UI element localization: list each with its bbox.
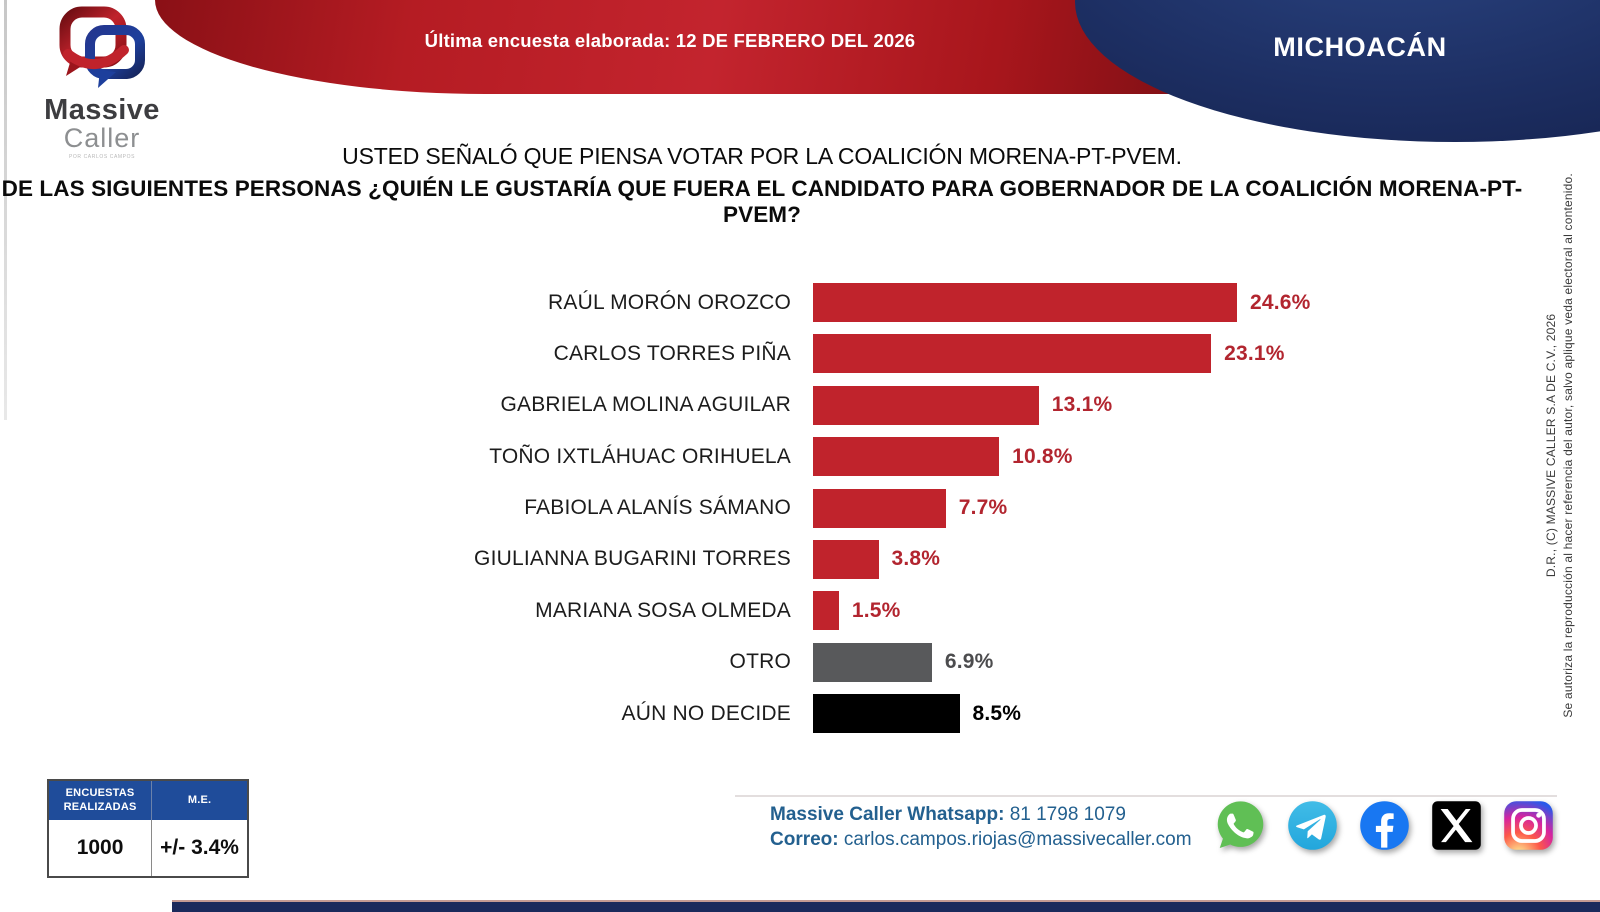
table-value-encuestas: 1000	[48, 820, 153, 877]
bar-row: GABRIELA MOLINA AGUILAR 13.1%	[0, 385, 1520, 425]
bar-value-label: 6.9%	[944, 650, 994, 674]
candidate-label: AÚN NO DECIDE	[621, 701, 791, 725]
bar	[813, 591, 839, 631]
candidate-label: RAÚL MORÓN OROZCO	[548, 290, 791, 314]
email-address[interactable]: carlos.campos.riojas@massivecaller.com	[838, 828, 1192, 850]
bar-row: TOÑO IXTLÁHUAC ORIHUELA 10.8%	[0, 437, 1520, 477]
bar-row: GIULIANNA BUGARINI TORRES 3.8%	[0, 539, 1520, 579]
copyright-text: D.R., (C) MASSIVE CALLER S.A DE C.V., 20…	[1543, 173, 1578, 718]
bar-row: AÚN NO DECIDE 8.5%	[0, 694, 1520, 734]
bar	[813, 385, 1039, 425]
candidate-label: GIULIANNA BUGARINI TORRES	[474, 547, 791, 571]
table-header-me: M.E.	[151, 780, 248, 820]
bar-row: OTRO 6.9%	[0, 642, 1520, 682]
bar	[813, 488, 946, 528]
candidate-label: GABRIELA MOLINA AGUILAR	[500, 393, 791, 417]
copyright-line2: Se autoriza la reproducción al hacer ref…	[1561, 172, 1575, 718]
bar	[813, 334, 1212, 374]
candidate-label: FABIOLA ALANÍS SÁMANO	[524, 496, 791, 520]
survey-date-text: Última encuesta elaborada: 12 DE FEBRERO…	[424, 30, 916, 51]
candidate-label: CARLOS TORRES PIÑA	[553, 341, 791, 365]
sample-stats-table: ENCUESTAS REALIZADAS M.E. 1000 +/- 3.4%	[47, 779, 249, 878]
bar	[813, 539, 879, 579]
facebook-icon[interactable]	[1358, 799, 1411, 852]
instagram-icon[interactable]	[1502, 799, 1555, 852]
whatsapp-label: Massive Caller Whatsapp:	[770, 804, 1005, 825]
bar-value-label: 8.5%	[972, 701, 1022, 725]
state-title: MICHOACÁN	[1273, 32, 1447, 62]
bar	[813, 642, 932, 682]
candidate-label: OTRO	[729, 650, 791, 674]
bar	[813, 437, 1000, 477]
question-line2: DE LAS SIGUIENTES PERSONAS ¿QUIÉN LE GUS…	[1, 176, 1523, 227]
email-label: Correo:	[770, 828, 839, 850]
bar-chart: RAÚL MORÓN OROZCO 24.6% CARLOS TORRES PI…	[0, 283, 1520, 746]
bar-value-label: 24.6%	[1250, 290, 1311, 314]
bar-value-label: 23.1%	[1224, 341, 1285, 365]
bar-value-label: 7.7%	[958, 496, 1008, 520]
table-header-encuestas-text: ENCUESTAS REALIZADAS	[63, 786, 137, 813]
left-edge-artifact	[4, 0, 7, 420]
bar-row: MARIANA SOSA OLMEDA 1.5%	[0, 591, 1520, 631]
massive-caller-logo: Massive Caller POR CARLOS CAMPOS	[36, 6, 168, 160]
table-value-me: +/- 3.4%	[160, 836, 239, 859]
footer-divider-line	[735, 795, 1557, 797]
bar-value-label: 1.5%	[851, 598, 901, 622]
logo-wordmark-caller: Caller	[63, 123, 141, 153]
bar-row: RAÚL MORÓN OROZCO 24.6%	[0, 283, 1520, 322]
social-icons-row	[1214, 799, 1555, 852]
whatsapp-icon[interactable]	[1214, 799, 1267, 852]
candidate-label: TOÑO IXTLÁHUAC ORIHUELA	[489, 444, 791, 468]
whatsapp-line: Massive Caller Whatsapp: 81 1798 1079	[770, 803, 1192, 828]
email-line: Correo: carlos.campos.riojas@massivecall…	[770, 828, 1192, 853]
question-line1: USTED SEÑALÓ QUE PIENSA VOTAR POR LA COA…	[342, 143, 1182, 169]
bottom-navy-bar	[172, 900, 1600, 912]
telegram-icon[interactable]	[1286, 799, 1339, 852]
copyright-line1: D.R., (C) MASSIVE CALLER S.A DE C.V., 20…	[1543, 313, 1558, 577]
bar-value-label: 3.8%	[891, 547, 941, 571]
bar-row: CARLOS TORRES PIÑA 23.1%	[0, 334, 1520, 374]
bar-value-label: 10.8%	[1012, 444, 1073, 468]
bar	[813, 694, 960, 734]
bar-row: FABIOLA ALANÍS SÁMANO 7.7%	[0, 488, 1520, 528]
logo-tagline: POR CARLOS CAMPOS	[68, 154, 136, 160]
question-title-block: USTED SEÑALÓ QUE PIENSA VOTAR POR LA COA…	[0, 143, 1524, 228]
logo-wordmark-massive: Massive	[44, 94, 160, 126]
chat-bubbles-icon	[59, 6, 145, 88]
bar	[813, 283, 1237, 322]
bar-value-label: 13.1%	[1051, 393, 1113, 417]
candidate-label: MARIANA SOSA OLMEDA	[535, 598, 791, 622]
whatsapp-number: 81 1798 1079	[1004, 804, 1126, 825]
copyright-strip: D.R., (C) MASSIVE CALLER S.A DE C.V., 20…	[1520, 0, 1600, 890]
table-header-me-text: M.E.	[187, 793, 212, 806]
contact-block: Massive Caller Whatsapp: 81 1798 1079 Co…	[770, 803, 1192, 852]
x-icon[interactable]	[1430, 799, 1483, 852]
table-header-encuestas: ENCUESTAS REALIZADAS	[48, 780, 153, 820]
